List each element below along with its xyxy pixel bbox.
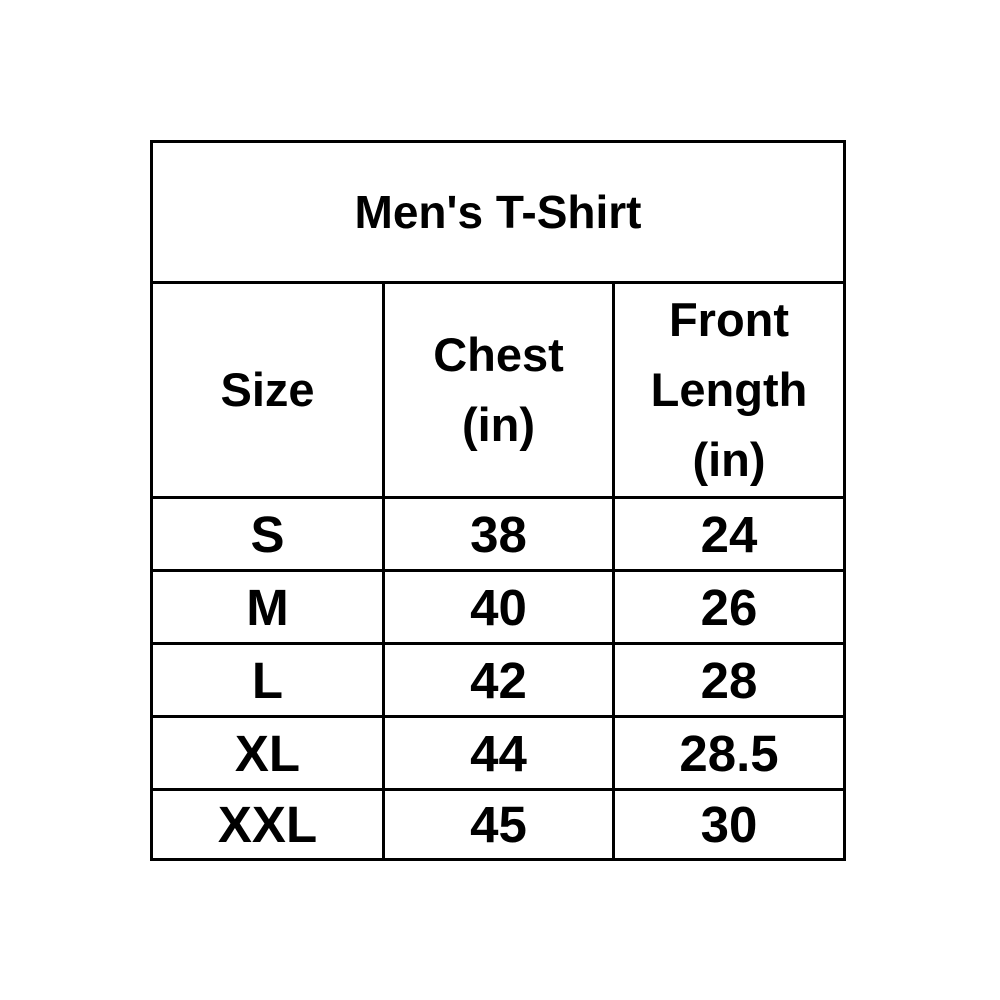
column-header-chest-label: Chest <box>433 328 564 381</box>
column-header-front-length-label-1: Front <box>668 293 790 346</box>
table-row: XXL 45 30 <box>150 788 846 861</box>
cell-chest: 42 <box>382 642 615 718</box>
cell-size: XXL <box>150 788 385 861</box>
column-header-size-label: Size <box>220 363 315 416</box>
cell-chest: 38 <box>382 496 615 572</box>
cell-front-length: 28.5 <box>612 715 846 791</box>
cell-size: XL <box>150 715 385 791</box>
table-header-row: Size Chest (in) Front Length (in) <box>150 281 846 499</box>
table-title: Men's T-Shirt <box>150 140 846 284</box>
table-row: XL 44 28.5 <box>150 715 846 791</box>
cell-chest: 45 <box>382 788 615 861</box>
cell-chest: 40 <box>382 569 615 645</box>
column-header-size: Size <box>150 281 385 499</box>
cell-size: M <box>150 569 385 645</box>
cell-chest: 44 <box>382 715 615 791</box>
cell-front-length: 28 <box>612 642 846 718</box>
size-chart-table: Men's T-Shirt Size Chest (in) Front Leng… <box>150 140 846 861</box>
table-row: M 40 26 <box>150 569 846 645</box>
column-header-front-length-unit: (in) <box>692 433 766 486</box>
cell-front-length: 24 <box>612 496 846 572</box>
column-header-chest: Chest (in) <box>382 281 615 499</box>
table-row: S 38 24 <box>150 496 846 572</box>
table-row: L 42 28 <box>150 642 846 718</box>
column-header-front-length-label-2: Length <box>650 363 808 416</box>
cell-front-length: 26 <box>612 569 846 645</box>
cell-front-length: 30 <box>612 788 846 861</box>
cell-size: L <box>150 642 385 718</box>
table-title-row: Men's T-Shirt <box>150 140 846 284</box>
column-header-chest-unit: (in) <box>461 398 536 451</box>
column-header-front-length: Front Length (in) <box>612 281 846 499</box>
cell-size: S <box>150 496 385 572</box>
